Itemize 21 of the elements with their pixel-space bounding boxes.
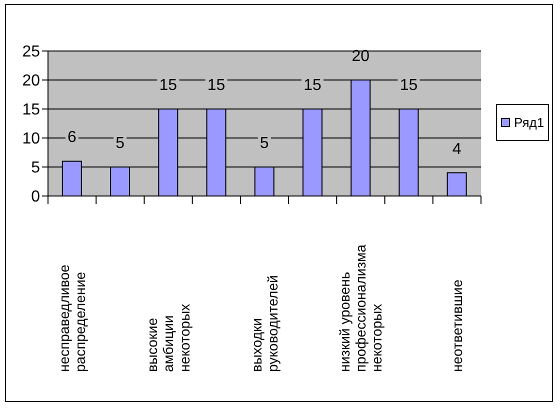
x-tick-label: несправедливое распределение <box>56 264 88 372</box>
y-tick-label: 25 <box>22 44 40 61</box>
data-label: 15 <box>400 77 418 94</box>
x-tick-label: высокие амбиции некоторых <box>144 304 192 372</box>
legend-label: Ряд1 <box>514 114 544 130</box>
data-label: 6 <box>67 129 76 146</box>
y-tick-label: 5 <box>31 160 40 177</box>
y-tick-label: 15 <box>22 102 40 119</box>
y-tick-label: 0 <box>31 188 40 206</box>
x-tick-label: низкий уровень профессионализма некоторых <box>336 244 385 372</box>
data-label: 15 <box>159 77 178 94</box>
y-tick-label: 20 <box>22 72 40 90</box>
data-label: 5 <box>116 135 125 152</box>
data-label: 4 <box>452 140 462 158</box>
x-tick-label: неответившие <box>448 279 465 372</box>
data-label: 5 <box>260 135 269 152</box>
bar <box>446 172 467 196</box>
data-label: 15 <box>304 77 322 94</box>
x-tick-label: выходки руководителей <box>248 275 280 372</box>
data-label: 15 <box>207 77 226 94</box>
y-tick-label: 10 <box>22 130 40 148</box>
